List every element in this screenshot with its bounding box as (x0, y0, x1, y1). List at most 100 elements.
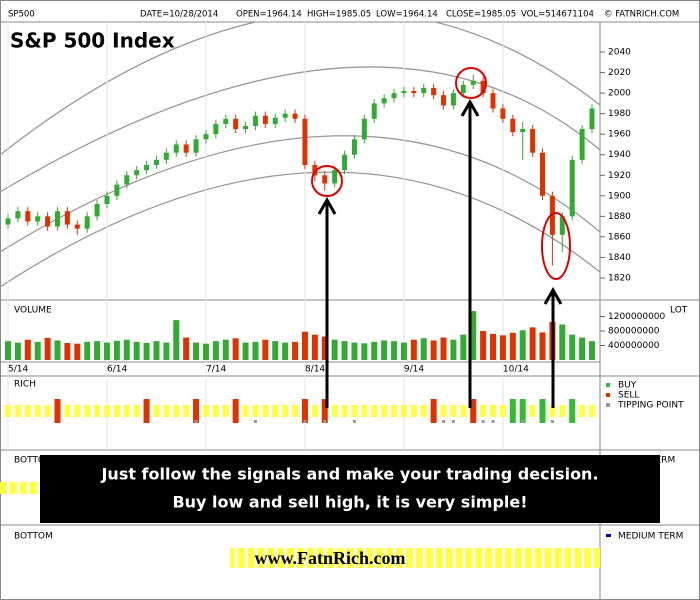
volume-bar (183, 337, 190, 360)
volume-bar (84, 341, 91, 360)
legend-label: BUY (618, 381, 637, 391)
signal-bar (193, 399, 200, 423)
candle-body (460, 84, 466, 94)
candle-body (361, 118, 367, 140)
candle-body (282, 113, 288, 118)
candle-body (213, 123, 219, 135)
candle-body (262, 115, 268, 124)
volume-bar (133, 341, 140, 360)
arrow-head (460, 98, 480, 117)
y-tick-label: 1980 (608, 109, 631, 119)
candle-body (64, 211, 70, 225)
candle-body (431, 87, 437, 96)
panel-legend: TERM (649, 456, 675, 466)
header-high: HIGH=1985.05 (307, 10, 371, 20)
candle-body (351, 139, 357, 155)
volume-label: VOLUME (14, 306, 52, 316)
arrow-head (543, 286, 563, 305)
signal-neutral (391, 405, 398, 417)
signal-neutral (361, 405, 368, 417)
website: www.FatnRich.com (255, 548, 406, 568)
signal-neutral (549, 405, 556, 417)
signal-neutral (242, 405, 249, 417)
candle-body (579, 129, 585, 160)
y-tick-label: 400000000 (608, 341, 660, 351)
signal-neutral (410, 405, 417, 417)
highlight-circle (541, 212, 571, 280)
volume-bar (44, 337, 51, 360)
signal-neutral (589, 405, 595, 417)
signal-neutral (262, 405, 269, 417)
signal-bar (321, 399, 328, 423)
signal-neutral (183, 405, 190, 417)
candle-body (94, 204, 100, 217)
chart-title: S&P 500 Index (10, 29, 175, 53)
volume-bar (579, 337, 586, 360)
legend-swatch (606, 393, 610, 397)
y-tick-label: 1960 (608, 130, 631, 140)
signal-neutral (499, 405, 506, 417)
volume-bar (113, 340, 120, 360)
signal-bar (54, 399, 61, 423)
legend-label: TIPPING POINT (617, 401, 684, 411)
candle-body (84, 216, 90, 229)
candle-body (332, 170, 338, 184)
candle-body (490, 93, 496, 109)
volume-bar (282, 342, 289, 360)
candle-body (540, 152, 546, 196)
y-tick-label: 1200000000 (608, 312, 666, 322)
x-tick-label: 5/14 (8, 365, 28, 375)
tipping-point (550, 420, 554, 423)
volume-bar (480, 331, 487, 360)
candle-body (549, 195, 555, 235)
y-tick-label: 1920 (608, 171, 631, 181)
signal-bar (143, 399, 150, 423)
signal-neutral (420, 405, 427, 417)
volume-bar (54, 340, 61, 360)
candle-body (252, 115, 258, 126)
candle-body (233, 118, 239, 130)
candle-body (371, 103, 377, 119)
rich-label: RICH (14, 380, 36, 390)
signal-neutral (74, 405, 81, 417)
x-tick-label: 10/14 (503, 365, 529, 375)
volume-bar (173, 320, 180, 360)
volume-bar (509, 332, 516, 360)
y-tick-label: 1860 (608, 232, 631, 242)
y-tick-label: 1880 (608, 212, 631, 222)
signal-neutral (84, 405, 91, 417)
y-tick-label: 1900 (608, 191, 631, 201)
volume-bar (24, 339, 31, 360)
header-open: OPEN=1964.14 (236, 10, 302, 20)
candle-body (411, 91, 417, 94)
tipping-point (323, 420, 327, 423)
channel-line (0, 135, 600, 253)
signal-neutral (123, 405, 130, 417)
x-tick-label: 8/14 (305, 365, 325, 375)
signal-neutral (153, 405, 160, 417)
y-tick-label: 1840 (608, 253, 631, 263)
y-tick-label: 1940 (608, 150, 631, 160)
candle-body (183, 144, 189, 153)
candle-body (500, 108, 506, 119)
tipping-point (194, 420, 198, 423)
volume-bar (232, 338, 239, 360)
candle-body (35, 216, 41, 222)
signal-neutral (292, 405, 299, 417)
candle-body (114, 184, 120, 196)
signal-neutral (222, 405, 229, 417)
symbol: SP500 (8, 10, 35, 20)
channel-line (0, 66, 600, 193)
volume-bar (410, 339, 417, 360)
signal-neutral (490, 405, 497, 417)
signal-neutral (252, 405, 259, 417)
candle-body (510, 118, 516, 133)
y-tick-label: 2000 (608, 89, 631, 99)
volume-bar (529, 327, 536, 360)
candle-body (480, 80, 486, 94)
volume-bar (262, 339, 269, 360)
signal-bar (519, 399, 526, 423)
tipping-point (491, 420, 495, 423)
volume-bar (539, 332, 546, 360)
volume-bar (123, 339, 130, 360)
